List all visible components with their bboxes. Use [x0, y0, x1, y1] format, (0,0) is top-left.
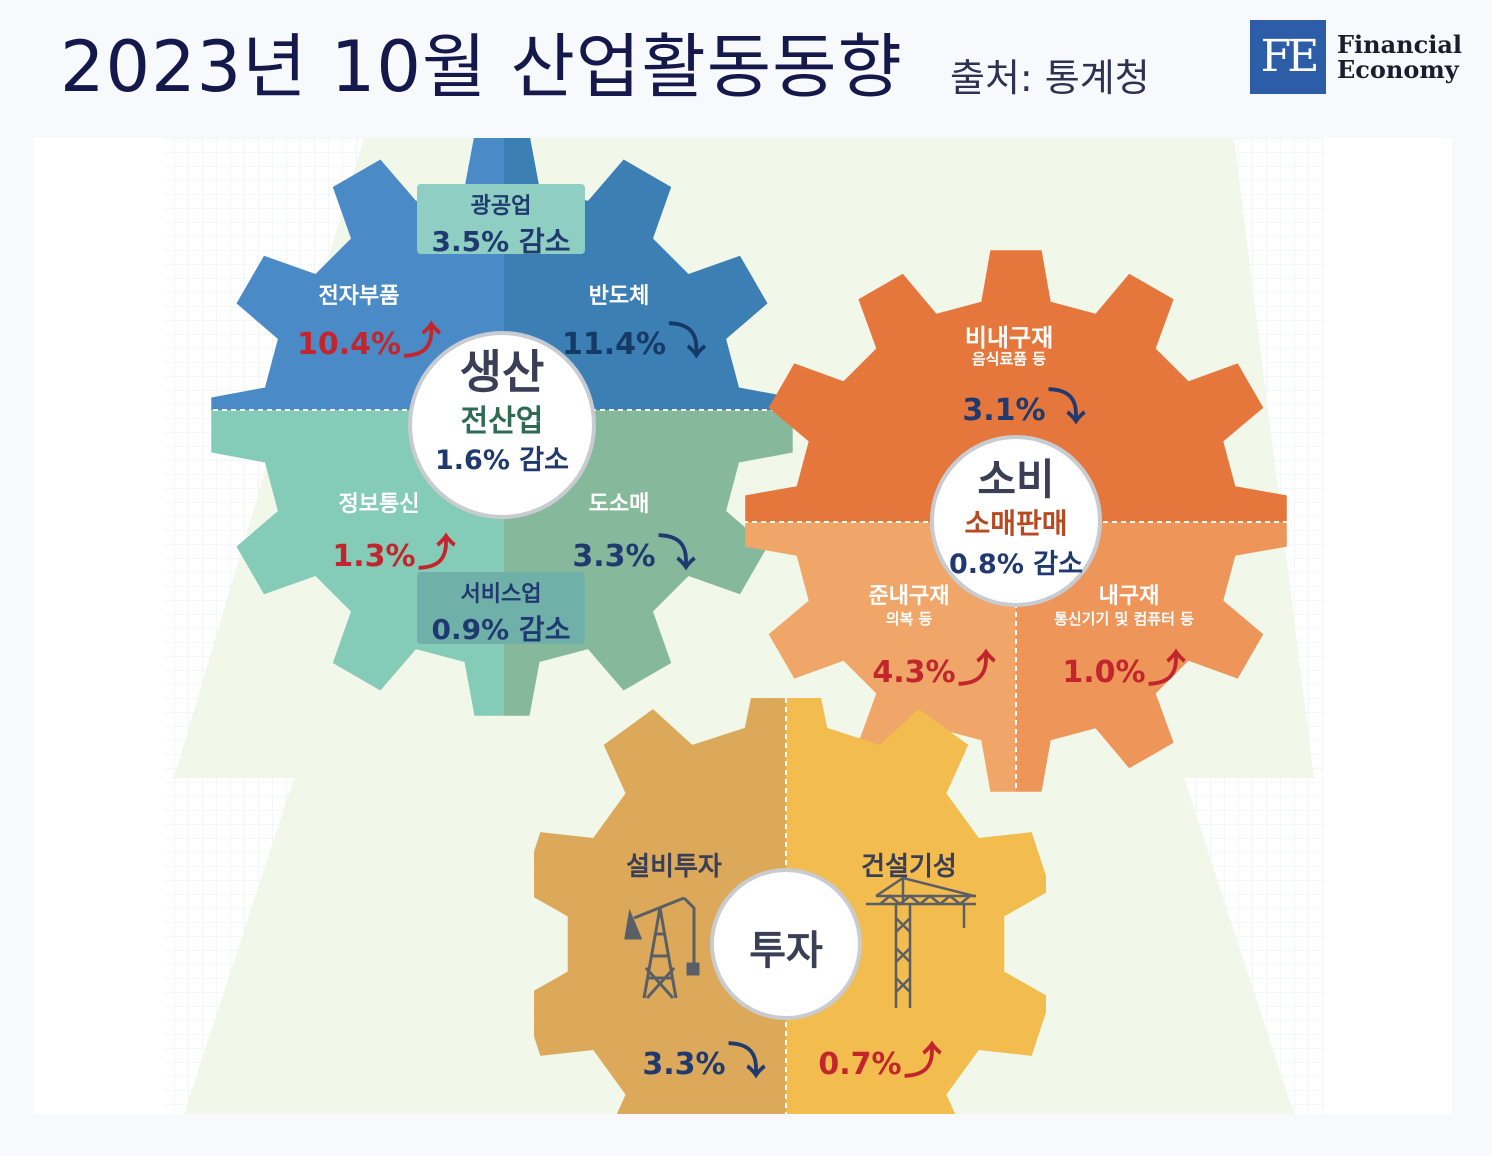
info-comm-label: 정보통신 — [338, 492, 420, 517]
down-arrow-icon: ⤵ — [727, 1039, 766, 1083]
semidurable-value-group: 4.3%⤴ — [859, 638, 1009, 693]
electronic-parts-value-group: 10.4%⤴ — [284, 310, 454, 365]
production-center-circle — [408, 331, 596, 519]
page-title: 2023년 10월 산업활동동향 — [60, 26, 903, 108]
consumption-center-circle — [930, 435, 1102, 607]
durable-value: 1.0% — [1062, 655, 1146, 690]
electronic-parts-label: 전자부품 — [318, 284, 400, 309]
down-arrow-icon: ⤵ — [1047, 385, 1086, 429]
semiconductor-value-group: 11.4%⤵ — [554, 310, 714, 365]
equipment-value-group: 3.3%⤵ — [634, 1030, 774, 1085]
durable-sub: 통신기기 및 컴퓨터 등 — [1054, 610, 1194, 628]
production-center-change: 1.6% 감소 — [435, 445, 569, 476]
semidurable-value: 4.3% — [872, 655, 956, 690]
down-arrow-icon: ⤵ — [668, 319, 707, 363]
semidurable-sub: 의복 등 — [885, 610, 933, 628]
mining-change: 3.5% 감소 — [431, 225, 571, 258]
nondurable-label: 비내구재 — [964, 324, 1054, 352]
semiconductor-value: 11.4% — [561, 327, 667, 362]
down-arrow-icon: ⤵ — [657, 531, 696, 575]
nondurable-sub: 음식료품 등 — [971, 350, 1047, 368]
wholesale-retail-value-group: 3.3%⤵ — [564, 522, 704, 577]
nondurable-value-group: 3.1%⤵ — [949, 376, 1099, 431]
investment-title: 투자 — [749, 928, 823, 974]
up-arrow-icon: ⤴ — [957, 647, 996, 691]
wholesale-retail-value: 3.3% — [572, 539, 656, 574]
up-arrow-icon: ⤴ — [903, 1039, 942, 1083]
consumption-title: 소비 — [977, 455, 1055, 504]
services-label-group: 서비스업 0.9% 감소 — [417, 576, 585, 648]
fe-logo-icon: FE — [1250, 20, 1326, 94]
logo-text: Financial Economy — [1337, 32, 1462, 82]
logo-line-financial: Financial — [1337, 30, 1463, 59]
info-comm-value: 1.3% — [332, 539, 416, 574]
source-note: 출처: 통계청 — [950, 56, 1150, 100]
info-comm-value-group: 1.3%⤴ — [314, 522, 474, 577]
investment-center-circle — [710, 868, 862, 1020]
oil-pump-icon — [624, 896, 700, 1000]
services-box — [417, 572, 585, 644]
infographic-panel: 광공업 3.5% 감소 전자부품 10.4%⤴ 반도체 11.4%⤵ 생산 전산… — [34, 138, 1452, 1114]
equipment-value: 3.3% — [642, 1047, 726, 1082]
services-change: 0.9% 감소 — [431, 613, 571, 646]
durable-label: 내구재 — [1098, 584, 1160, 609]
up-arrow-icon: ⤴ — [403, 319, 442, 363]
equipment-label: 설비투자 — [626, 852, 722, 882]
electronic-parts-value: 10.4% — [296, 327, 402, 362]
construction-value-group: 0.7%⤴ — [810, 1030, 950, 1085]
semidurable-label: 준내구재 — [868, 584, 950, 609]
up-arrow-icon: ⤴ — [417, 531, 456, 575]
semiconductor-label: 반도체 — [588, 284, 650, 309]
mining-label-group: 광공업 3.5% 감소 — [417, 188, 585, 260]
up-arrow-icon: ⤴ — [1147, 647, 1186, 691]
construction-value: 0.7% — [818, 1047, 902, 1082]
mining-label: 광공업 — [470, 194, 532, 219]
header: 2023년 10월 산업활동동향 출처: 통계청 FE Financial Ec… — [0, 0, 1492, 130]
logo-line-economy: Economy — [1337, 55, 1459, 84]
services-label: 서비스업 — [460, 582, 542, 607]
tower-crane-icon — [866, 876, 976, 1008]
construction-label: 건설기성 — [861, 852, 957, 882]
mining-box — [417, 184, 585, 254]
production-title: 생산 — [459, 345, 545, 399]
production-center-sub: 전산업 — [460, 404, 544, 439]
durable-value-group: 1.0%⤴ — [1044, 638, 1204, 693]
wholesale-retail-label: 도소매 — [588, 492, 650, 517]
nondurable-value: 3.1% — [962, 393, 1046, 428]
consumption-center-sub: 소매판매 — [964, 507, 1068, 540]
infographic-art — [164, 138, 1324, 1114]
consumption-center-change: 0.8% 감소 — [949, 549, 1083, 580]
